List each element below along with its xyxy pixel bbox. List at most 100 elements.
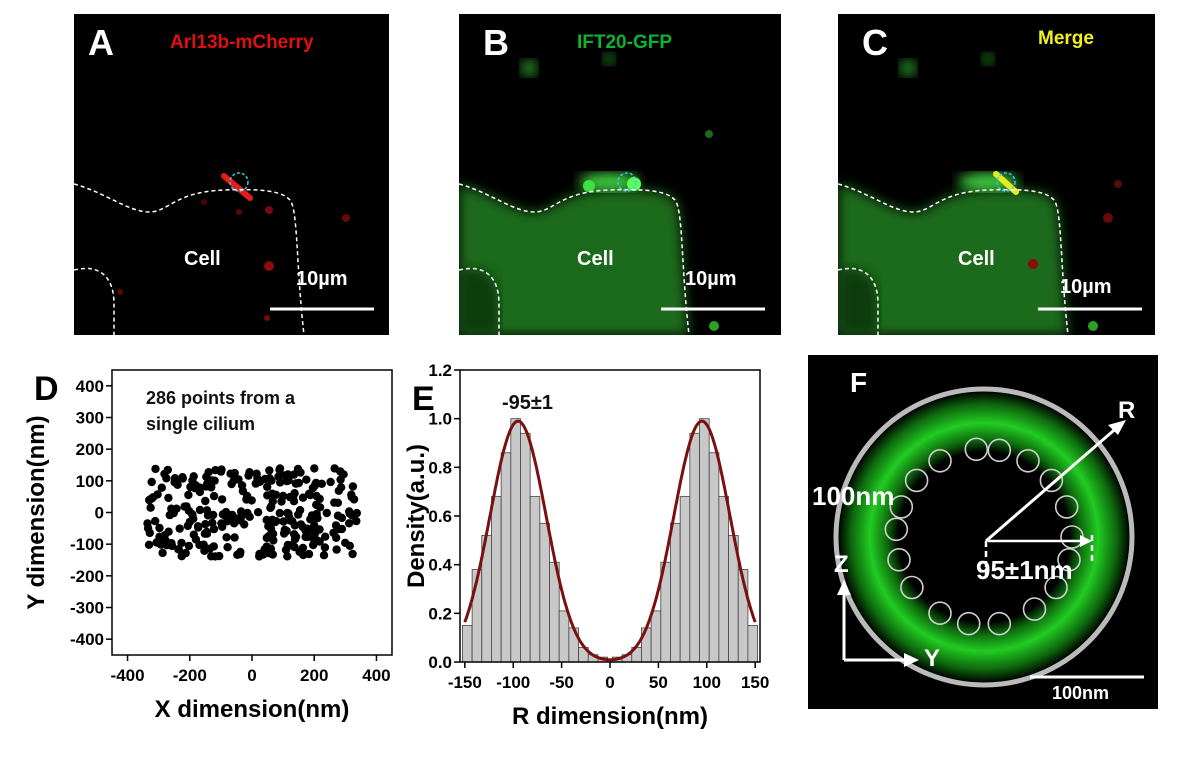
- scatter-point: [242, 495, 251, 504]
- histogram-bars: [462, 418, 758, 663]
- panel-c-scale-label: 10µm: [1060, 276, 1112, 298]
- scatter-point: [155, 523, 164, 533]
- scatter-point: [306, 515, 315, 524]
- scatter-point: [259, 550, 268, 559]
- scatter-point: [309, 540, 318, 550]
- y-tick-label: 400: [76, 377, 104, 396]
- scatter-point: [200, 546, 209, 555]
- scatter-point: [238, 486, 248, 496]
- scatter-point: [277, 497, 286, 506]
- localization-circle: [904, 468, 929, 493]
- scatter-point: [268, 550, 277, 559]
- panel-b-letter: B: [483, 22, 509, 63]
- localization-circle: [889, 495, 914, 519]
- scatter-point: [211, 552, 220, 561]
- y-tick-label: -300: [70, 599, 104, 618]
- scatter-point: [164, 493, 173, 503]
- scatter-points: [143, 464, 361, 561]
- scatter-point: [188, 476, 197, 485]
- scatter-point: [289, 470, 299, 479]
- scatter-point: [290, 489, 299, 498]
- scatter-point: [269, 536, 278, 545]
- y-tick-label: 1.0: [428, 410, 452, 429]
- y-tick-label: 300: [76, 409, 104, 428]
- scatter-point: [283, 552, 292, 561]
- localization-circle: [884, 517, 909, 542]
- scatter-point: [281, 545, 291, 554]
- scatter-point: [321, 532, 330, 541]
- scatter-point: [244, 471, 253, 480]
- scatter-point: [262, 542, 271, 551]
- localization-circles: [884, 437, 1084, 636]
- scatter-point: [265, 466, 274, 475]
- histogram-bar: [699, 418, 710, 663]
- ring-density: [832, 385, 1136, 689]
- r-axis-arrow: [985, 423, 1121, 543]
- scatter-point: [262, 533, 271, 543]
- scatter-point: [164, 527, 173, 536]
- scatter-point: [209, 491, 219, 501]
- localization-circle: [987, 438, 1012, 463]
- scatter-point: [222, 533, 231, 542]
- scatter-point: [326, 477, 335, 487]
- scatter-point: [303, 526, 312, 535]
- scatter-point: [203, 511, 213, 520]
- scatter-point: [174, 545, 183, 554]
- scatter-point: [209, 524, 219, 534]
- scatter-point: [265, 474, 274, 483]
- histogram-bar: [747, 625, 758, 663]
- panel-c-micrograph: [838, 53, 1142, 335]
- x-tick-label: 0: [605, 673, 614, 692]
- scatter-point: [291, 532, 301, 541]
- radius-label: 95±1nm: [976, 555, 1073, 585]
- scatter-point: [268, 529, 278, 538]
- scatter-point: [195, 505, 205, 515]
- scatter-point: [336, 483, 346, 492]
- y-tick-label: 1.2: [428, 361, 452, 380]
- outer-circle: [833, 386, 1135, 688]
- scatter-point: [201, 520, 210, 529]
- scatter-point: [268, 489, 277, 498]
- localization-circle: [1044, 575, 1068, 600]
- scatter-point: [158, 548, 167, 558]
- scatter-point: [183, 521, 192, 531]
- panel-a-image: A Arl13b-mCherry Cell 10µm: [74, 14, 389, 335]
- scatter-point: [253, 508, 263, 517]
- scatter-point: [299, 550, 308, 560]
- scatter-point: [235, 516, 244, 525]
- scatter-point: [348, 549, 357, 559]
- scatter-point: [344, 519, 354, 528]
- y-tick-label: 0.4: [428, 556, 452, 575]
- y-tick-label: -200: [70, 567, 104, 586]
- localization-circle: [928, 601, 952, 626]
- scatter-point: [145, 528, 154, 538]
- scatter-point: [275, 465, 284, 474]
- y-tick-label: 100: [76, 472, 104, 491]
- scatter-point: [220, 511, 229, 520]
- histogram-bar: [670, 522, 681, 663]
- scatter-point: [156, 540, 166, 549]
- x-tick-label: 0: [247, 666, 256, 685]
- histogram-bar: [708, 452, 720, 663]
- scatter-point: [330, 498, 339, 507]
- scatter-point: [311, 478, 321, 488]
- scatter-point: [282, 476, 292, 486]
- scatter-point: [283, 508, 292, 518]
- scatter-point: [310, 521, 319, 530]
- scatter-point: [163, 465, 172, 475]
- scatter-point: [285, 516, 295, 525]
- panel-f-letter: F: [850, 367, 868, 398]
- scatter-point: [230, 533, 239, 542]
- localization-circle: [1054, 495, 1079, 519]
- localization-circle: [887, 548, 911, 572]
- x-tick-label: 400: [362, 666, 390, 685]
- diameter-label: 100nm: [812, 481, 895, 511]
- panel-f-image: F R 100nm 95±1nm Z Y 100nm: [808, 355, 1158, 709]
- panel-a-cell-label: Cell: [184, 248, 221, 270]
- scatter-point: [201, 496, 210, 506]
- f-scale-label: 100nm: [1052, 683, 1110, 703]
- scatter-point: [180, 502, 189, 511]
- localization-circle: [1057, 548, 1081, 572]
- x-tick-label: -200: [173, 666, 207, 685]
- scatter-point: [144, 540, 154, 549]
